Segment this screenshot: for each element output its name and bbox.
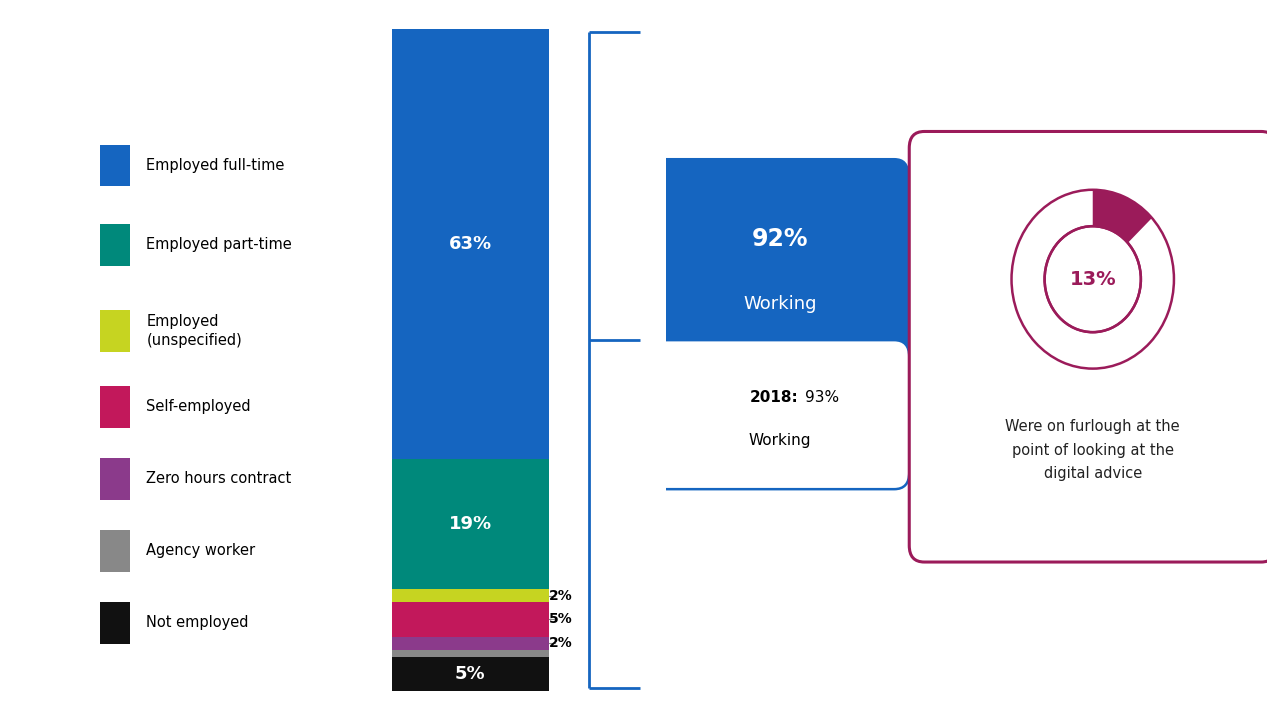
FancyBboxPatch shape bbox=[100, 145, 129, 186]
FancyBboxPatch shape bbox=[650, 340, 909, 489]
Bar bbox=[392, 29, 549, 459]
Text: 92%: 92% bbox=[751, 228, 808, 251]
FancyBboxPatch shape bbox=[100, 530, 129, 572]
Bar bbox=[392, 603, 549, 636]
Text: Were on furlough at the
point of looking at the
digital advice: Were on furlough at the point of looking… bbox=[1005, 419, 1180, 481]
Text: 5%: 5% bbox=[456, 665, 485, 683]
Text: 93%: 93% bbox=[805, 390, 840, 405]
Wedge shape bbox=[1011, 190, 1174, 369]
FancyBboxPatch shape bbox=[100, 602, 129, 644]
Text: Employed
(unspecified): Employed (unspecified) bbox=[146, 315, 242, 348]
Text: 2%: 2% bbox=[549, 636, 573, 650]
FancyBboxPatch shape bbox=[100, 224, 129, 266]
Text: Employed part-time: Employed part-time bbox=[146, 238, 292, 252]
Text: 5%: 5% bbox=[549, 613, 573, 626]
FancyBboxPatch shape bbox=[100, 310, 129, 352]
Bar bbox=[392, 589, 549, 603]
FancyBboxPatch shape bbox=[650, 158, 909, 377]
FancyBboxPatch shape bbox=[100, 386, 129, 428]
Bar bbox=[392, 650, 549, 657]
Text: Working: Working bbox=[749, 433, 812, 448]
FancyBboxPatch shape bbox=[909, 132, 1276, 562]
Text: Not employed: Not employed bbox=[146, 616, 248, 630]
FancyBboxPatch shape bbox=[100, 458, 129, 500]
Text: 2018:: 2018: bbox=[750, 390, 799, 405]
Bar bbox=[392, 657, 549, 691]
Text: Agency worker: Agency worker bbox=[146, 544, 256, 558]
Text: 2%: 2% bbox=[549, 588, 573, 603]
Text: 13%: 13% bbox=[1069, 270, 1116, 289]
Text: Working: Working bbox=[744, 295, 817, 313]
Text: 19%: 19% bbox=[449, 515, 492, 533]
Text: Zero hours contract: Zero hours contract bbox=[146, 472, 292, 486]
Bar bbox=[392, 459, 549, 589]
Text: Employed full-time: Employed full-time bbox=[146, 158, 285, 173]
Text: 63%: 63% bbox=[449, 235, 492, 253]
Wedge shape bbox=[1093, 190, 1152, 243]
Bar bbox=[392, 636, 549, 650]
Text: Self-employed: Self-employed bbox=[146, 400, 251, 414]
